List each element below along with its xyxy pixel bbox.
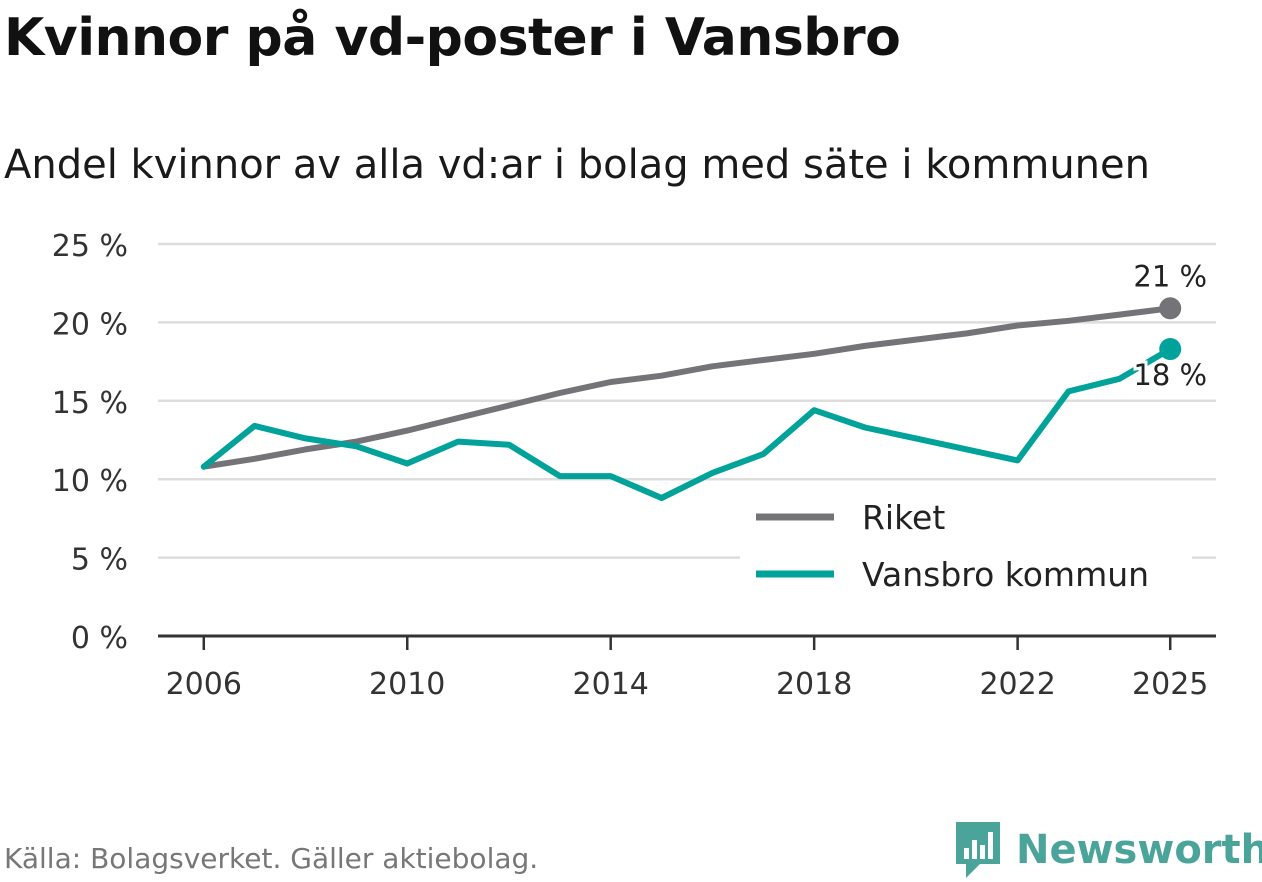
newsworthy-logo-icon bbox=[956, 822, 1000, 878]
x-tick-label: 2022 bbox=[979, 667, 1055, 702]
x-tick-label: 2014 bbox=[573, 667, 649, 702]
x-tick-label: 2006 bbox=[166, 667, 242, 702]
series-line-riket bbox=[200, 305, 1174, 470]
page-title: Kvinnor på vd-poster i Vansbro bbox=[4, 8, 901, 68]
y-axis-ticks: 0 % 5 % 10 % 15 % 20 % 25 % bbox=[52, 229, 128, 656]
x-axis-ticks: 2006 2010 2014 2018 2022 2025 bbox=[166, 636, 1208, 702]
source-note: Källa: Bolagsverket. Gäller aktiebolag. bbox=[4, 842, 539, 875]
end-label-vansbro: 18 % bbox=[1133, 358, 1207, 392]
brand-logo: Newsworthy bbox=[952, 818, 1262, 882]
series-line-vansbro bbox=[200, 346, 1174, 501]
end-labels: 21 % 18 % bbox=[1130, 256, 1210, 395]
legend-label-vansbro: Vansbro kommun bbox=[862, 555, 1149, 594]
y-tick-label: 5 % bbox=[71, 543, 128, 578]
end-point-riket bbox=[1159, 297, 1182, 320]
y-tick-label: 0 % bbox=[71, 621, 128, 656]
legend-background bbox=[740, 494, 1192, 604]
series-lines bbox=[200, 297, 1182, 501]
legend-label-riket: Riket bbox=[862, 498, 945, 537]
x-tick-label: 2010 bbox=[369, 667, 445, 702]
end-point-vansbro bbox=[1159, 338, 1182, 361]
x-tick-label: 2018 bbox=[776, 667, 852, 702]
grid-lines bbox=[158, 242, 1216, 638]
x-tick-label: 2025 bbox=[1132, 667, 1208, 702]
end-label-riket: 21 % bbox=[1133, 259, 1207, 293]
page-subtitle: Andel kvinnor av alla vd:ar i bolag med … bbox=[4, 142, 1150, 188]
brand-name: Newsworthy bbox=[1016, 827, 1262, 873]
y-tick-label: 25 % bbox=[52, 229, 128, 264]
legend: Riket Vansbro kommun bbox=[740, 494, 1192, 604]
y-tick-label: 10 % bbox=[52, 464, 128, 499]
y-tick-label: 15 % bbox=[52, 386, 128, 421]
y-tick-label: 20 % bbox=[52, 307, 128, 342]
